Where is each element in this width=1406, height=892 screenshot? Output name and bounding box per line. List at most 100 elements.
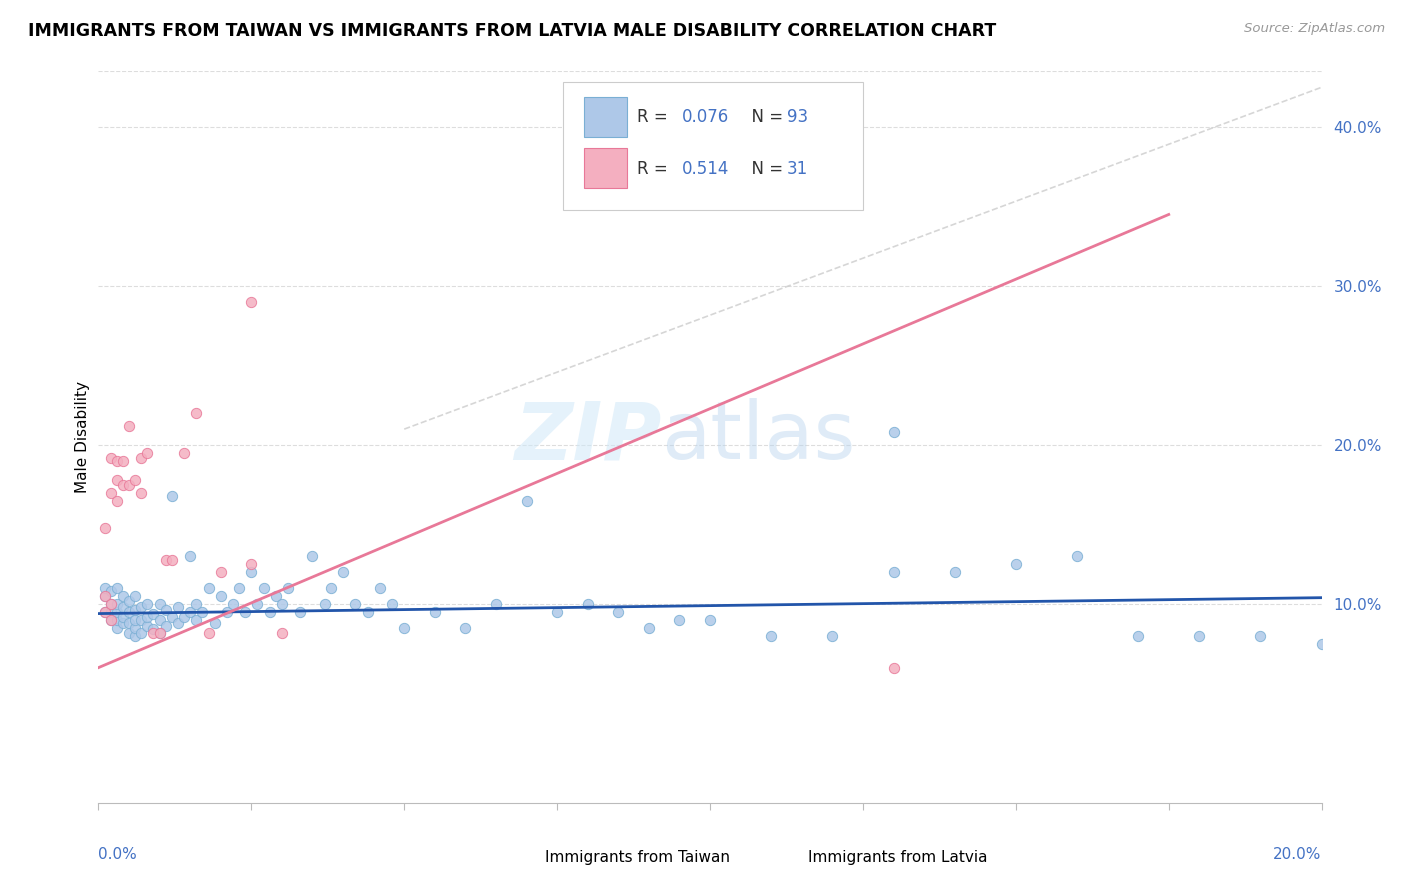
Text: 20.0%: 20.0% [1274,847,1322,863]
Point [759,152,782,166]
Point [149,613,172,627]
Point [136,597,159,611]
Text: R =: R = [637,109,672,127]
Point [943,566,966,580]
Point [105,613,128,627]
Point [142,607,165,621]
Point [290,605,312,619]
Point [264,589,287,603]
Point [186,597,208,611]
Point [118,594,141,608]
Point [246,597,269,611]
Point [454,621,477,635]
Point [105,621,128,635]
Text: 93: 93 [787,109,808,127]
Point [186,406,208,420]
Point [240,566,263,580]
Point [124,589,146,603]
Point [240,558,263,572]
Point [124,473,146,487]
Point [228,581,250,595]
Point [356,605,378,619]
Text: 31: 31 [787,160,808,178]
Point [136,619,159,633]
Point [883,425,905,440]
Point [173,609,195,624]
Point [105,473,128,487]
Point [368,581,391,595]
Point [155,552,177,566]
Point [160,552,183,566]
Point [136,609,159,624]
Point [105,454,128,468]
Point [100,450,122,465]
Text: 0.514: 0.514 [682,160,730,178]
Text: atlas: atlas [661,398,855,476]
Point [301,549,323,564]
Point [259,605,281,619]
Point [186,613,208,627]
Point [124,621,146,635]
Point [149,625,172,640]
Point [332,566,354,580]
Point [1249,629,1271,643]
Point [1066,549,1088,564]
Point [111,616,134,631]
FancyBboxPatch shape [583,97,627,137]
Text: Immigrants from Taiwan: Immigrants from Taiwan [546,850,730,865]
Point [167,600,190,615]
Point [270,597,292,611]
Text: 0.0%: 0.0% [98,847,138,863]
Point [93,589,115,603]
Text: Source: ZipAtlas.com: Source: ZipAtlas.com [1244,22,1385,36]
Point [93,589,115,603]
Point [111,600,134,615]
Point [105,581,128,595]
FancyBboxPatch shape [502,845,536,874]
Text: ZIP: ZIP [513,398,661,476]
Text: R =: R = [637,160,672,178]
Point [105,493,128,508]
Point [129,485,152,500]
Point [118,477,141,491]
Point [546,605,568,619]
Point [576,597,599,611]
Point [129,450,152,465]
Point [149,625,172,640]
Point [111,477,134,491]
Point [100,485,122,500]
Point [222,597,245,611]
Point [240,294,263,309]
FancyBboxPatch shape [564,82,863,211]
Point [883,660,905,674]
Point [93,521,115,535]
Point [100,605,122,619]
Point [209,589,232,603]
Point [105,605,128,619]
Point [93,605,115,619]
Point [124,603,146,617]
Point [1004,558,1026,572]
Point [607,605,630,619]
Point [233,605,256,619]
Point [118,605,141,619]
Point [142,625,165,640]
Point [160,489,183,503]
Point [191,605,214,619]
Point [209,566,232,580]
Point [821,629,844,643]
Point [100,597,122,611]
Point [93,605,115,619]
Point [252,581,274,595]
Point [485,597,508,611]
Point [129,613,152,627]
Point [392,621,416,635]
Point [277,581,299,595]
Point [100,597,122,611]
Point [149,597,172,611]
Point [197,625,219,640]
Point [319,581,342,595]
Point [111,609,134,624]
Point [883,566,905,580]
Point [215,605,238,619]
